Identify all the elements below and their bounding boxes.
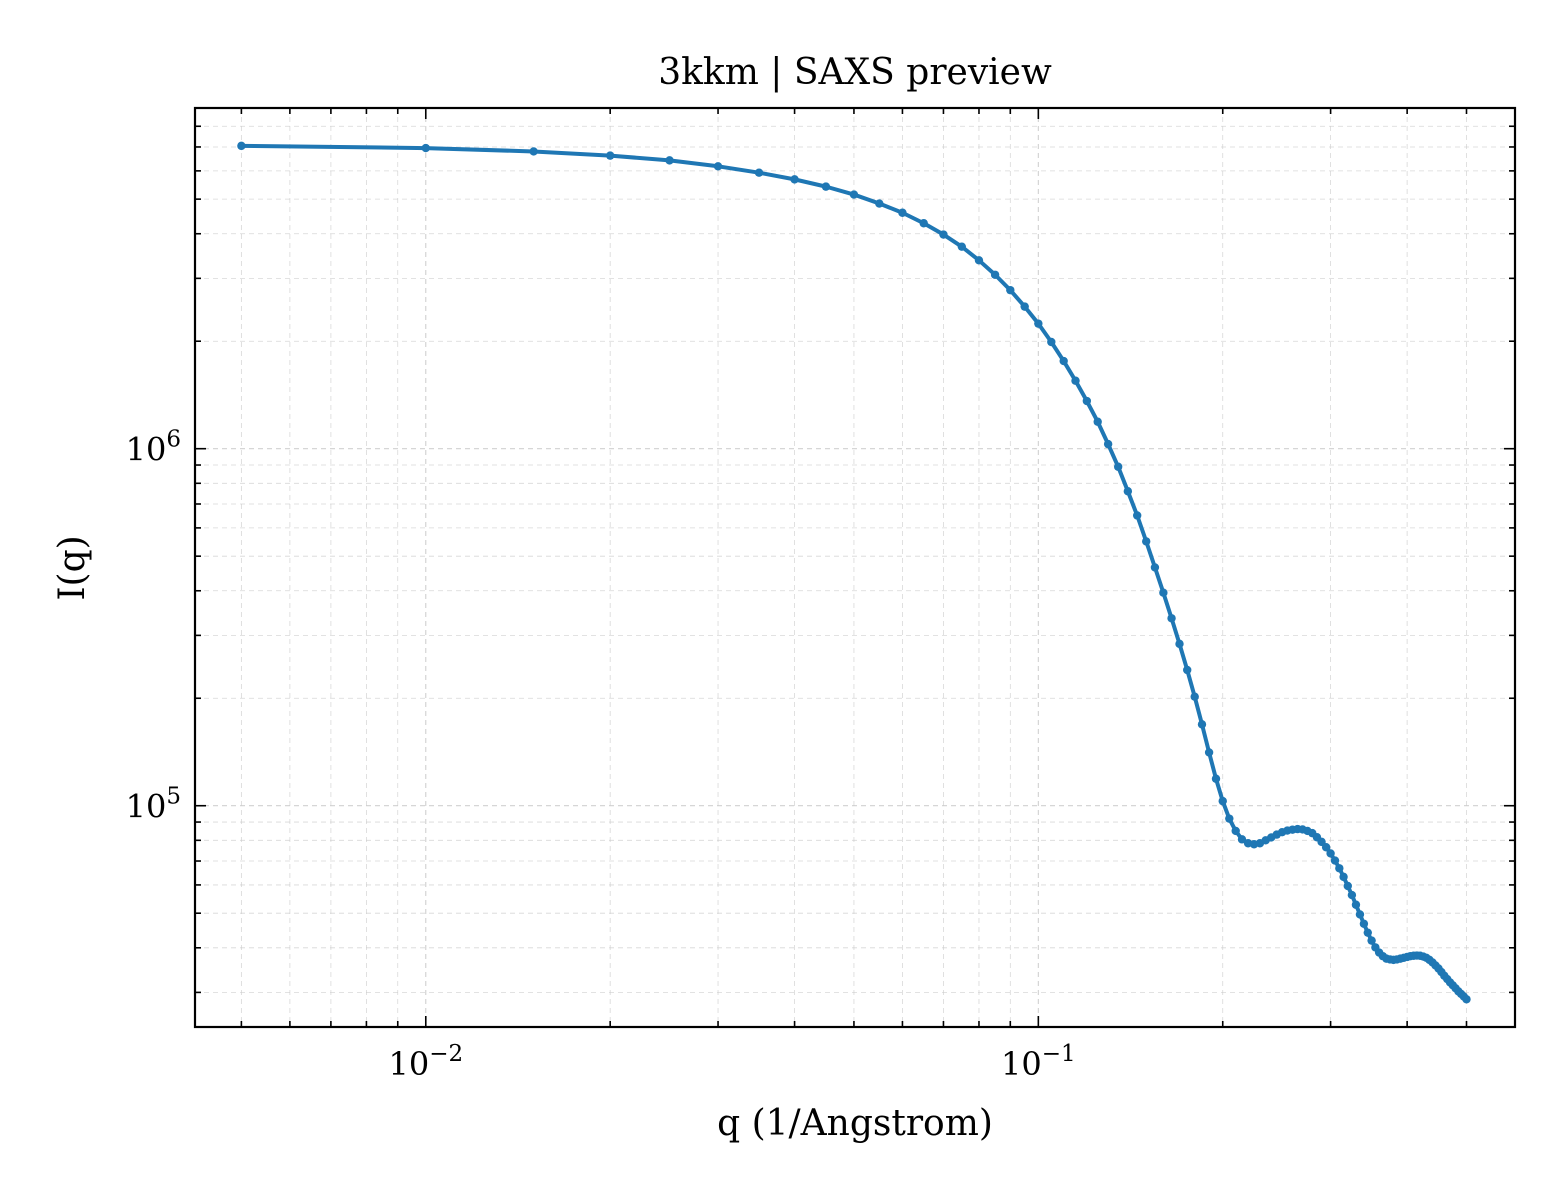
data-point	[1113, 462, 1123, 471]
data-point	[790, 175, 799, 184]
y-axis-label: I(q)	[52, 535, 93, 600]
data-point	[1211, 774, 1221, 783]
data-point	[605, 151, 615, 160]
data-point	[919, 219, 928, 228]
y-tick-label: 106	[126, 427, 181, 469]
data-point	[1123, 487, 1133, 496]
data-point	[754, 168, 764, 177]
data-point	[1363, 928, 1372, 937]
data-point	[1059, 356, 1068, 366]
x-axis-label: q (1/Angstrom)	[717, 1103, 993, 1144]
data-point	[1359, 919, 1369, 928]
y-tick-label: 105	[126, 784, 181, 826]
data-point	[1159, 588, 1168, 597]
data-point	[1355, 910, 1365, 919]
data-point	[1082, 396, 1092, 406]
data-point	[421, 143, 430, 153]
data-point	[1020, 302, 1029, 311]
data-point	[1071, 376, 1080, 385]
x-tick-label: 10−2	[388, 1041, 463, 1083]
plot-area	[237, 141, 1471, 1004]
data-point	[1183, 665, 1192, 675]
data-point	[1330, 856, 1340, 865]
data-point	[1204, 748, 1214, 757]
data-point	[237, 141, 246, 151]
data-point	[875, 199, 884, 208]
data-point	[898, 208, 907, 217]
x-tick-label: 10−1	[1001, 1041, 1076, 1083]
data-point	[957, 242, 967, 251]
data-point	[665, 156, 674, 165]
data-point	[1218, 796, 1227, 806]
data-point	[1132, 511, 1142, 520]
data-point	[529, 147, 538, 156]
data-point	[939, 230, 948, 239]
data-point	[821, 182, 831, 191]
data-point	[1190, 692, 1199, 701]
data-point	[713, 162, 723, 171]
data-point	[1047, 337, 1056, 347]
data-point	[1167, 614, 1176, 623]
data-point	[1367, 936, 1376, 945]
data-point	[1103, 439, 1113, 449]
data-point	[1237, 835, 1247, 844]
data-point	[1339, 872, 1348, 882]
data-point	[1231, 826, 1240, 836]
data-point	[1150, 563, 1160, 572]
data-point	[1347, 890, 1357, 900]
data-point	[1093, 417, 1102, 426]
axis-ticks	[195, 107, 1515, 1027]
grid-lines	[195, 107, 1515, 1027]
data-point	[974, 256, 984, 265]
plot-frame	[193, 106, 1517, 1029]
data-point	[1006, 285, 1015, 295]
data-point	[1197, 720, 1207, 729]
data-point	[1034, 319, 1043, 328]
data-point	[1225, 814, 1234, 823]
data-point	[1343, 881, 1352, 891]
data-point	[1351, 900, 1361, 909]
data-point	[1462, 995, 1471, 1004]
data-point	[990, 270, 1000, 279]
chart-title: 3kkm | SAXS preview	[658, 52, 1052, 93]
data-point	[1175, 639, 1184, 649]
data-point	[849, 190, 859, 199]
data-point	[1335, 864, 1344, 873]
data-point	[1142, 537, 1151, 546]
data-point	[1326, 849, 1335, 858]
data-point	[1321, 843, 1331, 852]
